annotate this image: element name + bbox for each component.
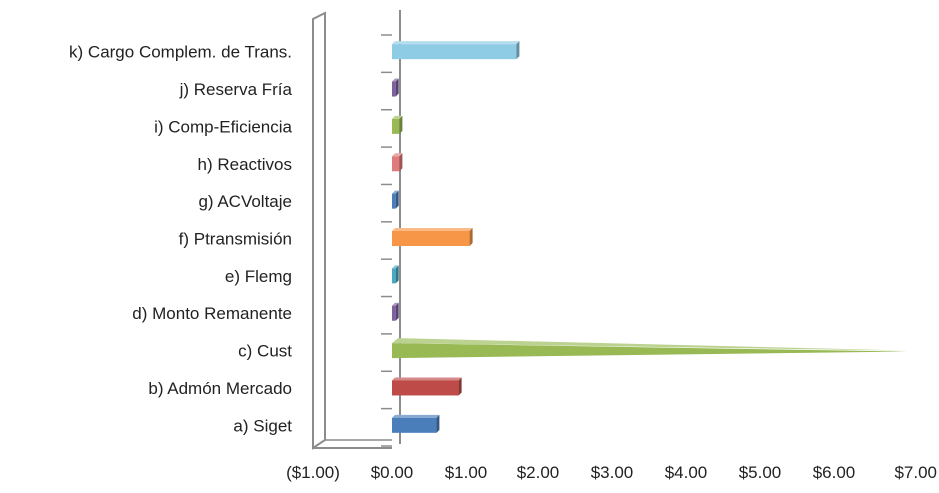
bar-3 <box>392 338 907 359</box>
bar-end <box>436 414 440 433</box>
bar-face <box>392 156 400 172</box>
bar-10 <box>392 78 399 97</box>
category-label: e) Flemg <box>225 267 292 286</box>
x-tick-label: $0.00 <box>371 463 414 482</box>
bar-top <box>392 78 399 82</box>
x-tick-label: ($1.00) <box>286 463 340 482</box>
bar-9 <box>392 115 403 134</box>
bar-8 <box>392 153 403 172</box>
category-labels: a) Siget b) Admón Mercado c) Cust d) Monto … <box>69 43 293 436</box>
x-tick-labels: ($1.00) $0.00 $1.00 $2.00 $3.00 $4.00 $5.00 $6.… <box>286 463 937 482</box>
category-label: c) Cust <box>238 342 292 361</box>
bar-11 <box>392 41 520 60</box>
chart-frame <box>312 10 401 450</box>
category-label: h) Reactivos <box>198 155 292 174</box>
bar-end <box>516 41 520 60</box>
x-tick-label: $7.00 <box>894 463 937 482</box>
bar-4 <box>392 302 399 321</box>
bar-top <box>392 302 399 306</box>
bar-1 <box>392 414 440 433</box>
bar-face <box>392 305 396 321</box>
category-label: a) Siget <box>233 416 292 435</box>
bar-face <box>392 44 517 60</box>
bar-end <box>395 190 399 209</box>
category-label: k) Cargo Complem. de Trans. <box>69 43 292 62</box>
bar-end <box>395 302 399 321</box>
category-label: g) ACVoltaje <box>198 192 292 211</box>
bar-7 <box>392 190 399 209</box>
category-label: i) Comp-Eficiencia <box>154 117 292 136</box>
bar-top <box>392 41 520 45</box>
bar-end <box>399 153 403 172</box>
bar-top <box>392 265 399 269</box>
x-tick-label: $5.00 <box>739 463 782 482</box>
bar-end <box>395 78 399 97</box>
bar-end <box>399 115 403 134</box>
bar-end <box>395 265 399 284</box>
bar-face <box>392 231 470 246</box>
bars-group <box>392 41 907 433</box>
bar-top <box>392 153 403 157</box>
bar-face <box>392 417 437 433</box>
category-label: f) Ptransmisión <box>179 230 292 249</box>
x-tick-label: $1.00 <box>445 463 488 482</box>
x-tick-label: $6.00 <box>813 463 856 482</box>
bar-top <box>392 414 440 418</box>
bar-2 <box>392 377 462 396</box>
bar-5 <box>392 265 399 284</box>
bar-face <box>392 193 396 209</box>
bar-end <box>469 228 473 246</box>
category-label: d) Monto Remanente <box>132 304 292 323</box>
bar-top <box>392 228 473 231</box>
category-label: j) Reserva Fría <box>179 80 293 99</box>
bar-face <box>392 81 396 97</box>
bar-top <box>392 115 403 119</box>
bar-face <box>392 268 396 284</box>
category-label: b) Admón Mercado <box>148 379 292 398</box>
bar-face <box>392 343 907 359</box>
bar-face <box>392 380 459 396</box>
x-tick-label: $2.00 <box>517 463 560 482</box>
bar-6 <box>392 228 473 246</box>
x-tick-label: $4.00 <box>665 463 708 482</box>
bar-end <box>458 377 462 396</box>
bar-top <box>392 338 907 351</box>
x-tick-label: $3.00 <box>591 463 634 482</box>
bar-face <box>392 118 400 134</box>
bar-top <box>392 377 462 381</box>
side-wall <box>312 11 326 450</box>
bar-top <box>392 190 399 194</box>
